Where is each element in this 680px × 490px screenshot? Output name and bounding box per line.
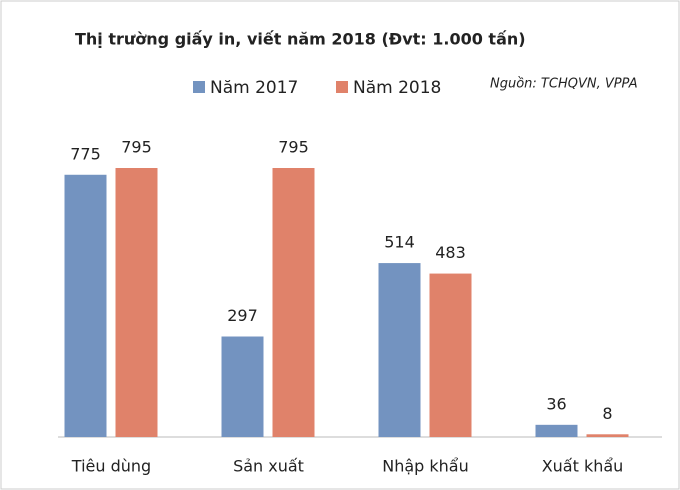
x-tick-label: Xuất khẩu — [542, 457, 624, 476]
legend-label: Năm 2017 — [210, 78, 298, 98]
legend-swatch — [193, 81, 205, 93]
data-label: 8 — [602, 404, 612, 423]
data-label: 795 — [121, 138, 152, 157]
bar — [115, 168, 158, 437]
data-label: 514 — [384, 233, 415, 252]
bar — [535, 424, 578, 437]
data-label: 795 — [278, 138, 309, 157]
legend-label: Năm 2018 — [353, 78, 441, 98]
data-label: 483 — [435, 243, 466, 262]
data-label: 36 — [546, 394, 566, 413]
x-tick-label: Tiêu dùng — [71, 457, 151, 476]
x-tick-label: Nhập khẩu — [382, 457, 469, 476]
bar — [64, 174, 107, 438]
bar — [378, 263, 421, 437]
bar — [586, 434, 629, 437]
bar — [221, 336, 264, 437]
bar — [272, 168, 315, 437]
bar — [429, 273, 472, 437]
x-tick-label: Sản xuất — [233, 457, 304, 476]
data-label: 775 — [70, 144, 101, 163]
data-label: 297 — [227, 306, 258, 325]
legend-swatch — [336, 81, 348, 93]
chart-title: Thị trường giấy in, viết năm 2018 (Đvt: … — [75, 30, 526, 49]
source-note: Nguồn: TCHQVN, VPPA — [490, 77, 638, 92]
